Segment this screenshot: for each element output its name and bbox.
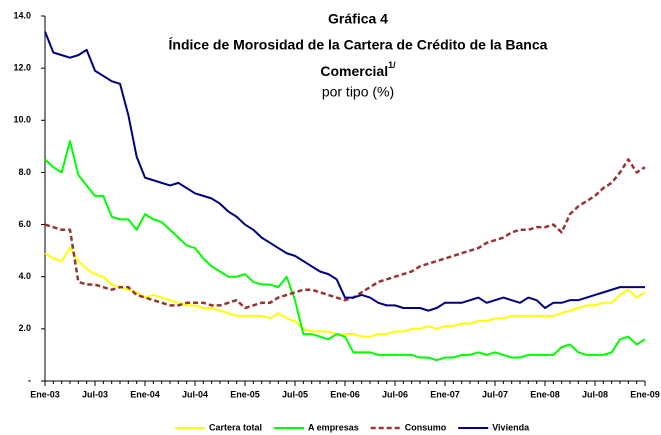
x-tick-label: Ene-09 <box>630 389 660 399</box>
series-line <box>44 140 646 362</box>
series-line <box>44 247 646 338</box>
series-line <box>44 31 645 312</box>
legend-label: Consumo <box>405 422 447 432</box>
x-tick-label: Ene-07 <box>430 389 460 399</box>
legend-label: A empresas <box>308 422 359 432</box>
x-tick-label: Jul-07 <box>482 389 508 399</box>
x-tick-label: Jul-04 <box>182 389 208 399</box>
x-tick-label: Ene-04 <box>130 389 160 399</box>
y-tick-label: - <box>28 375 31 385</box>
y-tick-label: 10.0 <box>13 115 31 125</box>
chart-subtitle: por tipo (%) <box>322 84 394 100</box>
x-tick-label: Jul-05 <box>282 389 308 399</box>
legend-label: Vivienda <box>492 422 530 432</box>
x-tick-label: Ene-06 <box>330 389 360 399</box>
y-tick-label: 12.0 <box>13 63 31 73</box>
x-tick-label: Ene-05 <box>230 389 260 399</box>
y-tick-label: 2.0 <box>18 323 31 333</box>
y-tick-label: 14.0 <box>13 10 31 20</box>
title-note: 1/ <box>388 60 396 70</box>
legend-label: Cartera total <box>209 422 262 432</box>
chart-title-line: Comercial1/ <box>320 60 396 78</box>
x-tick-label: Jul-08 <box>582 389 608 399</box>
x-tick-label: Ene-08 <box>530 389 560 399</box>
chart-title: Gráfica 4 <box>328 11 388 27</box>
x-tick-label: Jul-06 <box>382 389 408 399</box>
x-tick-label: Ene-03 <box>30 389 60 399</box>
series-line <box>44 158 646 310</box>
chart-title-line: Índice de Morosidad de la Cartera de Cré… <box>169 37 548 53</box>
x-tick-label: Jul-03 <box>82 389 108 399</box>
y-tick-label: 8.0 <box>18 167 31 177</box>
chart-title-line: Comercial <box>320 63 388 79</box>
y-tick-label: 6.0 <box>18 219 31 229</box>
y-tick-label: 4.0 <box>18 271 31 281</box>
